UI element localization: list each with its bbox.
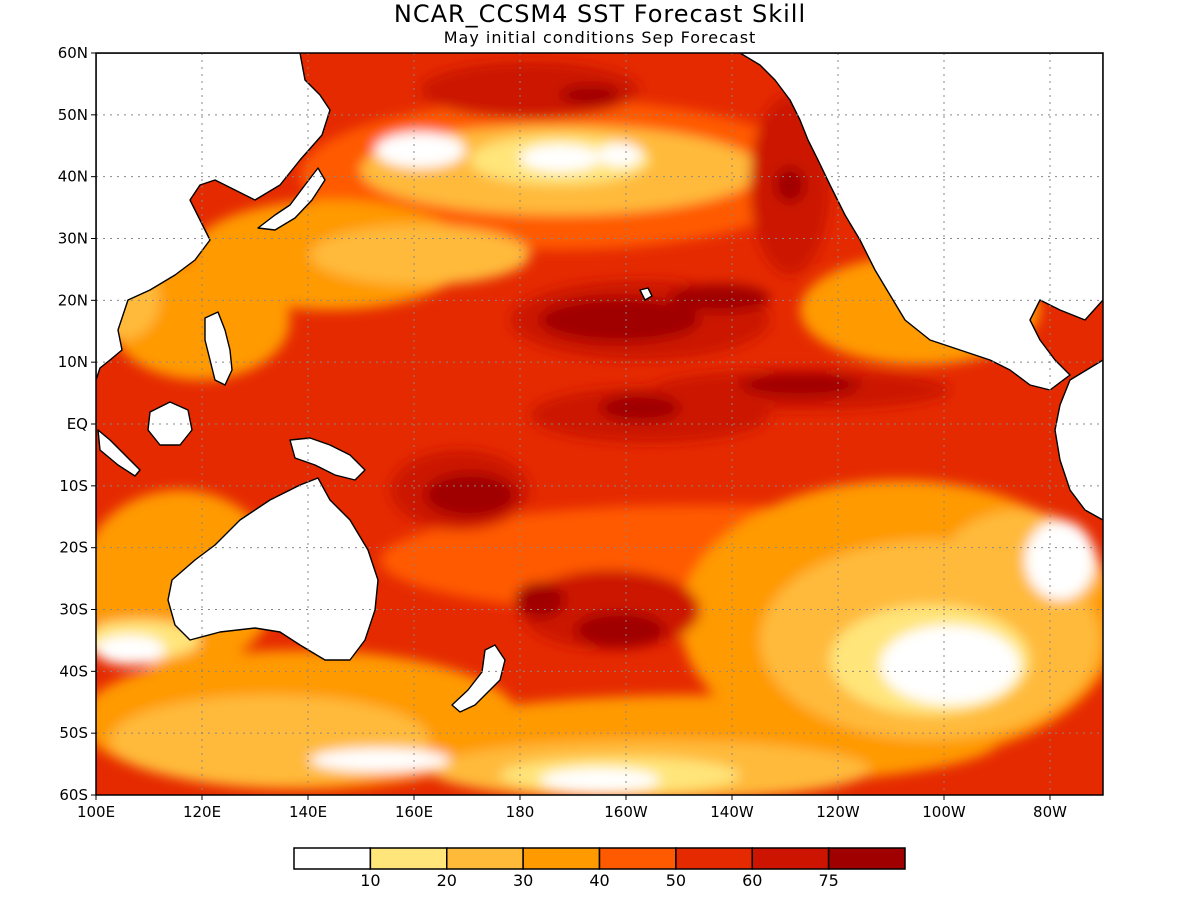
lat-tick-label: EQ — [67, 415, 88, 433]
lat-tick-label: 10S — [59, 477, 88, 495]
lon-tick-label: 140W — [710, 803, 754, 821]
chart-title: NCAR_CCSM4 SST Forecast Skill — [393, 0, 807, 28]
borneo-landmass — [147, 401, 193, 446]
colorbar-label: 30 — [513, 871, 533, 890]
south-america-landmass — [1054, 359, 1103, 521]
australia-landmass — [167, 477, 379, 661]
colorbar-label: 75 — [818, 871, 838, 890]
colorbar: 10 20 30 40 50 60 75 — [293, 847, 906, 890]
lon-tick-label: 160W — [604, 803, 648, 821]
graticule — [96, 53, 1103, 795]
colorbar-swatch — [522, 847, 601, 870]
hawaii-islands — [639, 287, 653, 301]
colorbar-swatch — [751, 847, 830, 870]
philippines-landmass — [204, 311, 233, 386]
lat-tick-label: 10N — [58, 353, 88, 371]
new-guinea-landmass — [289, 437, 366, 481]
colorbar-label: 50 — [666, 871, 686, 890]
lat-tick-label: 40N — [58, 168, 88, 186]
colorbar-swatch — [675, 847, 753, 870]
lon-tick-label: 100W — [922, 803, 966, 821]
new-zealand-landmass — [451, 644, 506, 713]
lat-tick-label: 50N — [58, 106, 88, 124]
lat-tick-label: 60N — [58, 44, 88, 62]
colorbar-swatch — [369, 847, 448, 870]
chart-subtitle: May initial conditions Sep Forecast — [443, 28, 757, 47]
lat-tick-label: 30N — [58, 230, 88, 248]
lat-tick-label: 20N — [58, 291, 88, 309]
lon-tick-label: 100E — [77, 803, 115, 821]
colorbar-swatch — [446, 847, 524, 870]
lon-tick-label: 120E — [183, 803, 221, 821]
coastlines — [96, 53, 1103, 713]
japan-landmass — [257, 167, 326, 231]
colorbar-label: 40 — [589, 871, 609, 890]
lon-tick-label: 80W — [1033, 803, 1067, 821]
lat-tick-label: 60S — [59, 786, 88, 804]
colorbar-label: 20 — [437, 871, 457, 890]
lat-tick-label: 30S — [59, 601, 88, 619]
colorbar-label: 60 — [742, 871, 762, 890]
colorbar-swatch — [293, 847, 372, 870]
lat-tick-label: 50S — [59, 724, 88, 742]
lon-tick-label: 120W — [816, 803, 860, 821]
asia-mainland — [96, 53, 331, 381]
longitude-axis: 100E 120E 140E 160E 180 160W 140W 120W 100W 80W — [77, 795, 1067, 821]
skill-field — [96, 53, 1103, 795]
lon-tick-label: 180 — [506, 803, 535, 821]
lat-tick-label: 20S — [59, 539, 88, 557]
sumatra-landmass — [97, 429, 141, 477]
lon-tick-label: 140E — [289, 803, 327, 821]
lat-tick-label: 40S — [59, 662, 88, 680]
latitude-axis: 60N 50N 40N 30N 20N 10N EQ 10S 20S 30S 40S 50S 60S — [58, 44, 96, 804]
north-america-landmass — [739, 53, 1103, 391]
colorbar-swatch — [598, 847, 677, 870]
colorbar-swatch — [827, 847, 906, 870]
colorbar-label: 10 — [360, 871, 380, 890]
lon-tick-label: 160E — [395, 803, 433, 821]
